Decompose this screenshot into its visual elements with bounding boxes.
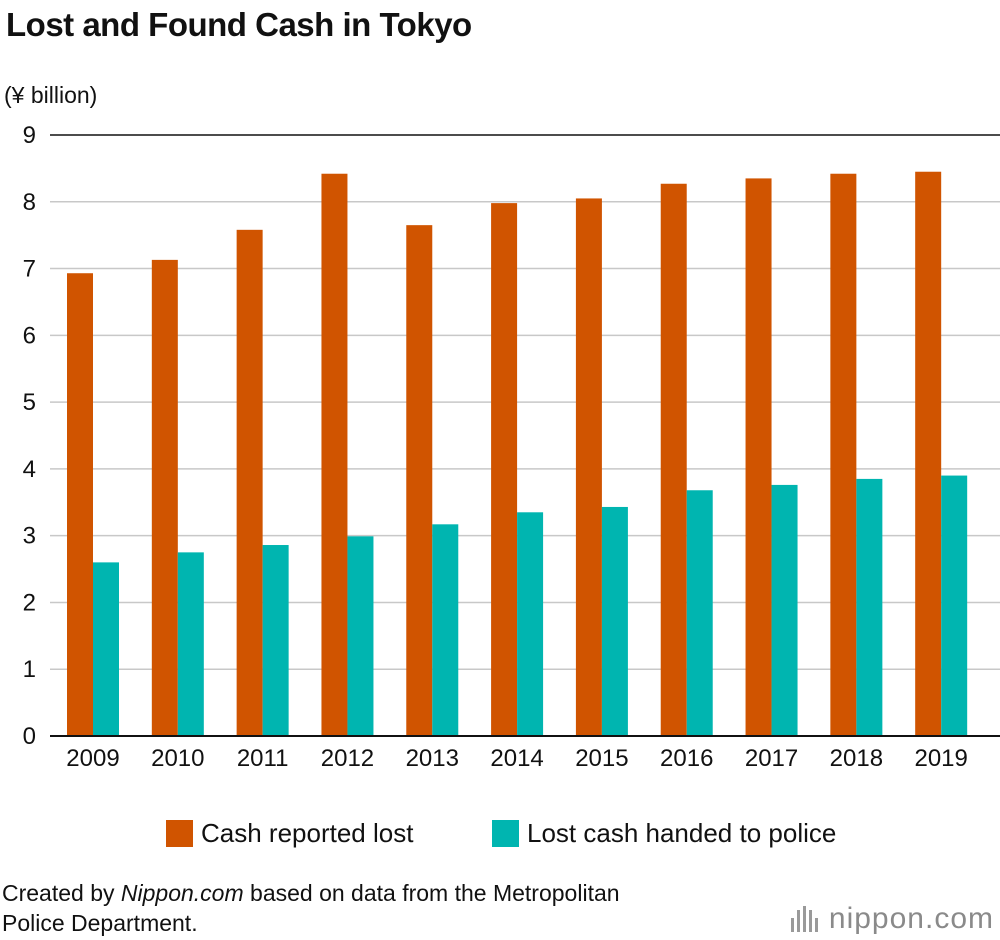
x-tick-label: 2018: [830, 745, 883, 772]
bars: [67, 171, 968, 737]
y-tick-label: 1: [23, 656, 36, 683]
logo-bars-icon: [790, 906, 821, 932]
bar-handed-2015: [601, 506, 628, 736]
bar-lost-2016: [660, 183, 687, 736]
x-tick-label: 2014: [490, 745, 543, 772]
bar-chart: 0 1 2 3 4 5 6 7 8 9 2009 2010 2011 2012 2013 2014 2015 20…: [23, 122, 1000, 772]
bar-lost-2009: [67, 273, 93, 736]
bar-lost-2017: [745, 178, 772, 737]
x-tick-label: 2011: [237, 745, 289, 772]
y-tick-label: 5: [23, 389, 36, 416]
bar-lost-2018: [830, 173, 857, 737]
bar-lost-2010: [151, 259, 178, 736]
y-tick-label: 9: [23, 122, 36, 149]
note-site: Nippon.com: [120, 880, 244, 906]
y-axis-unit-label: (¥ billion): [4, 82, 98, 108]
y-tick-label: 7: [23, 256, 36, 283]
bar-handed-2019: [941, 475, 968, 736]
x-tick-label: 2017: [745, 745, 798, 772]
x-tick-label: 2009: [66, 745, 119, 772]
y-tick-label: 4: [23, 456, 36, 483]
bar-handed-2014: [517, 512, 544, 736]
bar-handed-2016: [686, 490, 713, 736]
legend: Cash reported lost Lost cash handed to p…: [0, 818, 1000, 852]
y-tick-label: 6: [23, 322, 36, 349]
bar-lost-2015: [575, 198, 602, 736]
bar-lost-2012: [321, 173, 348, 737]
chart-title: Lost and Found Cash in Tokyo: [6, 6, 472, 43]
note-prefix: Created by: [2, 880, 121, 906]
note-line2: Police Department.: [2, 910, 198, 936]
legend-item-cash-reported-lost: Cash reported lost: [166, 818, 413, 849]
legend-item-lost-cash-handed-to-police: Lost cash handed to police: [492, 818, 836, 849]
legend-label-handed: Lost cash handed to police: [527, 818, 837, 848]
bar-handed-2013: [432, 524, 459, 736]
brand-name: nippon.com: [828, 902, 994, 935]
nippon-logo: nippon.com: [790, 902, 994, 936]
y-tick-label: 0: [23, 723, 36, 750]
source-note: Created by Nippon.com based on data from…: [2, 878, 620, 938]
bar-lost-2011: [236, 229, 263, 736]
axes: 0 1 2 3 4 5 6 7 8 9 2009 2010 2011 2012 2013 2014 2015 20…: [23, 122, 1000, 772]
bar-handed-2010: [177, 552, 204, 736]
x-tick-label: 2010: [151, 745, 204, 772]
x-tick-label: 2016: [660, 745, 713, 772]
x-tick-label: 2019: [914, 745, 967, 772]
bar-lost-2014: [491, 203, 518, 736]
bar-handed-2011: [262, 545, 289, 736]
y-tick-label: 2: [23, 589, 36, 616]
y-tick-label: 8: [23, 189, 36, 216]
legend-label-lost: Cash reported lost: [201, 818, 414, 848]
bar-handed-2018: [856, 478, 883, 736]
bar-handed-2012: [347, 536, 374, 736]
bar-lost-2019: [915, 171, 942, 736]
bar-lost-2013: [406, 225, 433, 736]
x-tick-label: 2013: [406, 745, 459, 772]
x-tick-label: 2012: [321, 745, 374, 772]
note-line1-rest: based on data from the Metropolitan: [243, 880, 620, 906]
legend-swatch-lost: [166, 820, 193, 847]
legend-swatch-handed: [492, 820, 519, 847]
bar-handed-2009: [93, 562, 119, 736]
y-tick-label: 3: [23, 523, 36, 550]
bar-handed-2017: [771, 484, 798, 736]
x-tick-label: 2015: [575, 745, 628, 772]
